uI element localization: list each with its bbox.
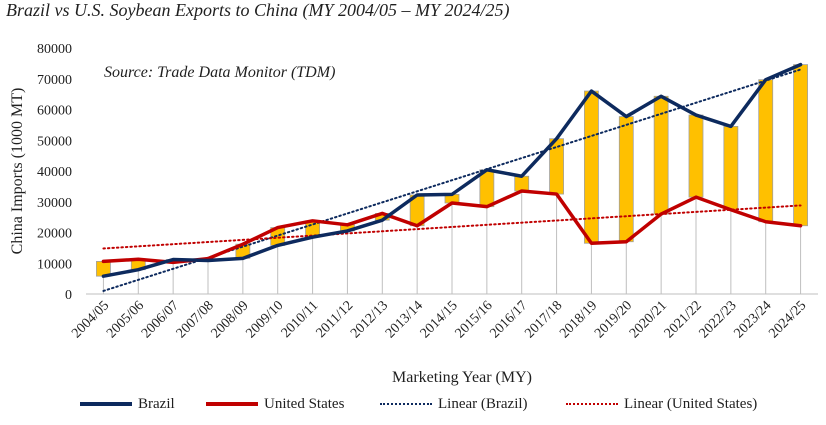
y-tick-label: 30000 (37, 196, 72, 211)
chart-legend: Brazil United States Linear (Brazil) Lin… (0, 394, 826, 416)
series-line-linear-united-states (102, 204, 802, 250)
x-tick-label: 2012/13 (348, 298, 391, 341)
x-tick-label: 2010/11 (279, 298, 322, 341)
x-tick-label: 2024/25 (766, 298, 809, 341)
series-line-brazil (101, 62, 803, 278)
y-tick-label: 10000 (37, 257, 72, 272)
x-tick-label: 2017/18 (522, 298, 565, 341)
legend-swatch-brazil (80, 402, 132, 406)
y-tick-label: 40000 (37, 165, 72, 180)
gap-bar (584, 90, 599, 244)
y-tick-label: 60000 (37, 104, 72, 119)
legend-item-brazil: Brazil (80, 394, 175, 414)
x-tick-label: 2020/21 (627, 298, 670, 341)
chart-source-note: Source: Trade Data Monitor (TDM) (104, 64, 336, 81)
y-tick-label: 70000 (37, 73, 72, 88)
gap-bar (758, 79, 774, 223)
x-tick-label: 2005/06 (104, 298, 147, 341)
x-tick-label: 2023/24 (731, 298, 774, 341)
y-tick-label: 0 (65, 288, 72, 303)
legend-swatch-united-states (206, 402, 258, 406)
legend-label-linear-united-states: Linear (United States) (624, 395, 758, 412)
legend-label-linear-brazil: Linear (Brazil) (438, 395, 528, 412)
x-tick-label: 2015/16 (453, 298, 496, 341)
x-tick-label: 2004/05 (69, 298, 112, 341)
x-tick-label: 2011/12 (314, 298, 357, 341)
chart-title: Brazil vs U.S. Soybean Exports to China … (6, 0, 510, 20)
legend-item-united-states: United States (206, 394, 344, 414)
y-tick-label: 20000 (37, 227, 72, 242)
gap-bar (514, 175, 530, 192)
gap-bar (793, 64, 808, 227)
x-tick-label: 2007/08 (174, 298, 217, 341)
legend-label-brazil: Brazil (138, 395, 175, 412)
x-tick-label: 2021/22 (662, 298, 705, 341)
legend-swatch-linear-united-states (566, 403, 618, 405)
legend-label-united-states: United States (264, 395, 345, 412)
gap-bar (688, 114, 704, 198)
x-tick-label: 2018/19 (557, 298, 600, 341)
x-tick-label: 2014/15 (418, 298, 461, 341)
x-tick-label: 2013/14 (383, 298, 426, 341)
legend-item-linear-united-states: Linear (United States) (566, 394, 757, 414)
x-axis-title: Marketing Year (MY) (392, 369, 532, 386)
gap-bar (723, 126, 739, 211)
y-axis-title: China Imports (1000 MT) (9, 88, 26, 255)
x-tick-label: 2019/20 (592, 298, 635, 341)
series-line-united-states (101, 189, 803, 265)
legend-item-linear-brazil: Linear (Brazil) (380, 394, 528, 414)
x-tick-label: 2008/09 (209, 298, 252, 341)
x-tick-label: 2006/07 (139, 298, 182, 341)
y-tick-label: 80000 (37, 42, 72, 57)
x-tick-label: 2016/17 (487, 298, 530, 341)
gap-bar (618, 116, 634, 243)
y-tick-label: 50000 (37, 134, 72, 149)
chart-plot: 0 10000 20000 30000 40000 50000 60000 70000 8000… (9, 42, 818, 386)
x-tick-label: 2009/10 (243, 298, 286, 341)
legend-swatch-linear-brazil (380, 403, 432, 405)
x-tick-label: 2022/23 (697, 298, 740, 341)
gap-bar (549, 138, 564, 195)
